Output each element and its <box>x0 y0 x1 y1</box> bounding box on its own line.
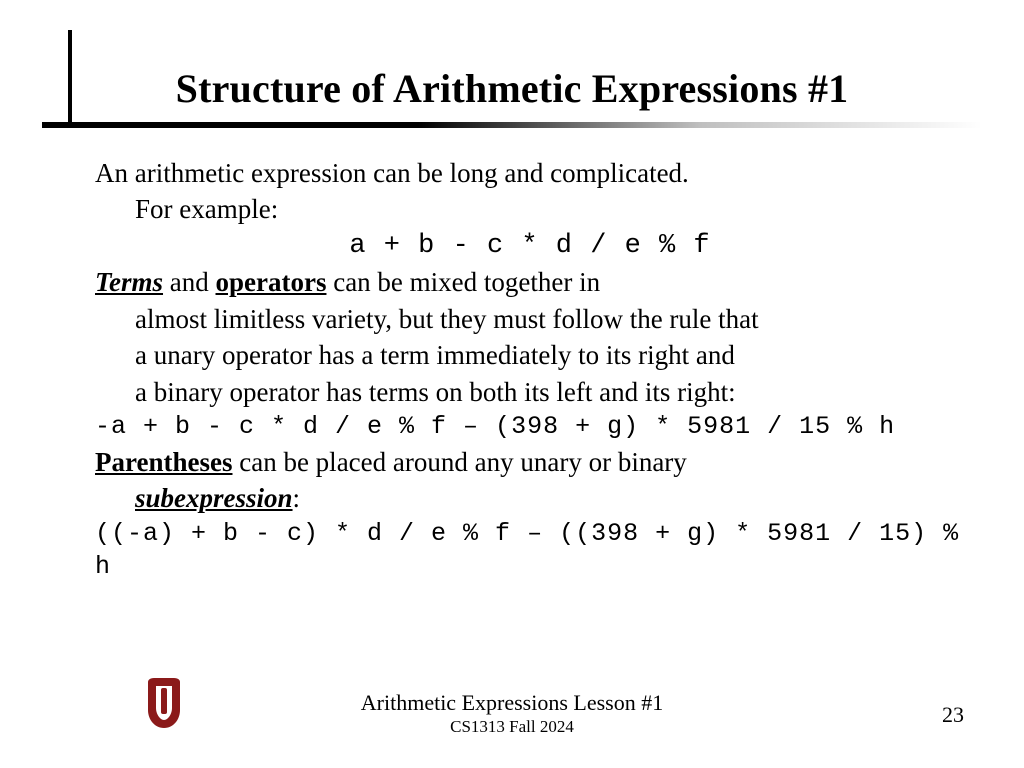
para-1-line-2: For example: <box>95 191 965 227</box>
footer-line-2: CS1313 Fall 2024 <box>0 717 1024 737</box>
para-3-line-2: subexpression: <box>95 480 965 516</box>
page-number: 23 <box>942 702 964 728</box>
para-2-line-1: Terms and operators can be mixed togethe… <box>95 264 965 300</box>
para-2-and: and <box>163 267 215 297</box>
para-3-line-1: Parentheses can be placed around any una… <box>95 444 965 480</box>
operators-keyword: operators <box>216 267 327 297</box>
slide-body: An arithmetic expression can be long and… <box>95 155 965 584</box>
slide-title: Structure of Arithmetic Expressions #1 <box>0 65 1024 112</box>
para-3-colon: : <box>293 483 301 513</box>
footer-line-1: Arithmetic Expressions Lesson #1 <box>0 690 1024 716</box>
para-2-rest-1: can be mixed together in <box>326 267 600 297</box>
code-example-2: -a + b - c * d / e % f – (398 + g) * 598… <box>95 410 965 444</box>
title-horizontal-rule <box>42 122 982 128</box>
parentheses-keyword: Parentheses <box>95 447 232 477</box>
para-2-line-4: a binary operator has terms on both its … <box>95 374 965 410</box>
para-2-line-3: a unary operator has a term immediately … <box>95 337 965 373</box>
para-2-line-2: almost limitless variety, but they must … <box>95 301 965 337</box>
para-3-rest-1: can be placed around any unary or binary <box>232 447 686 477</box>
code-example-3: ((-a) + b - c) * d / e % f – ((398 + g) … <box>95 517 965 585</box>
para-1-line-1: An arithmetic expression can be long and… <box>95 155 965 191</box>
slide: Structure of Arithmetic Expressions #1 A… <box>0 0 1024 768</box>
subexpression-keyword: subexpression <box>135 483 293 513</box>
code-example-1: a + b - c * d / e % f <box>95 228 965 264</box>
slide-footer: Arithmetic Expressions Lesson #1 CS1313 … <box>0 690 1024 737</box>
terms-keyword: Terms <box>95 267 163 297</box>
